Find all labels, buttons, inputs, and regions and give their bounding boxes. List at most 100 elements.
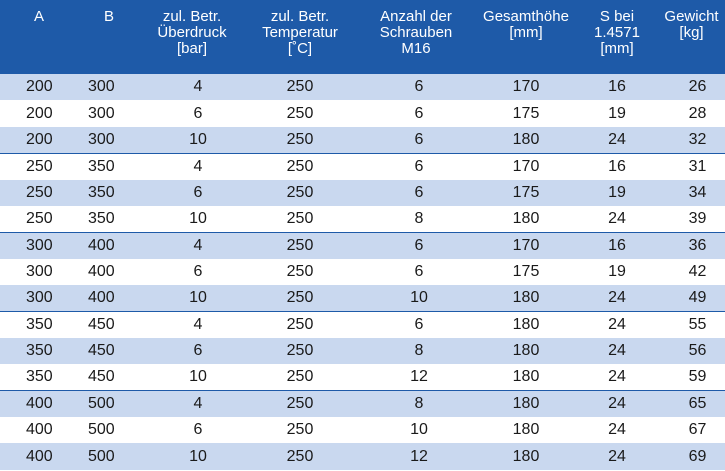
- cell-a: 200: [0, 100, 78, 127]
- cell-schr: 6: [356, 100, 476, 127]
- cell-temp: 250: [244, 179, 356, 206]
- cell-a: 400: [0, 443, 78, 470]
- cell-bar: 4: [140, 311, 244, 338]
- cell-schr: 6: [356, 74, 476, 101]
- cell-bar: 6: [140, 417, 244, 444]
- cell-bar: 4: [140, 74, 244, 101]
- table-row: 200 300 10 250 6 180 24 32: [0, 126, 725, 154]
- cell-temp: 250: [244, 443, 356, 470]
- column-header-label: Gesamthöhe [mm]: [483, 8, 569, 41]
- cell-a: 200: [0, 126, 78, 154]
- cell-schr: 8: [356, 390, 476, 418]
- table-row: 400 500 10 250 12 180 24 69: [0, 443, 725, 470]
- cell-schr: 8: [356, 337, 476, 365]
- cell-ges: 180: [476, 337, 576, 365]
- table-row: 300 400 6 250 6 175 19 42: [0, 258, 725, 286]
- cell-ges: 180: [476, 364, 576, 391]
- cell-temp: 250: [244, 74, 356, 101]
- cell-b: 500: [78, 417, 140, 444]
- cell-s: 24: [576, 285, 658, 312]
- cell-temp: 250: [244, 417, 356, 444]
- column-header-gew: Gewicht [kg]: [658, 0, 725, 74]
- cell-b: 500: [78, 443, 140, 470]
- cell-ges: 180: [476, 311, 576, 338]
- cell-schr: 6: [356, 126, 476, 154]
- cell-s: 24: [576, 364, 658, 391]
- column-header-label: Anzahl der Schrauben M16: [379, 8, 453, 57]
- cell-schr: 8: [356, 205, 476, 233]
- cell-b: 300: [78, 100, 140, 127]
- cell-ges: 180: [476, 285, 576, 312]
- column-header-b: B: [78, 0, 140, 74]
- column-header-a: A: [0, 0, 78, 74]
- cell-a: 400: [0, 417, 78, 444]
- table-row: 250 350 6 250 6 175 19 34: [0, 179, 725, 206]
- cell-a: 300: [0, 258, 78, 286]
- cell-schr: 6: [356, 179, 476, 206]
- cell-s: 16: [576, 74, 658, 101]
- table-body: 200 300 4 250 6 170 16 26 200 300 6 250 6 175 19 28 200 3…: [0, 74, 725, 470]
- cell-bar: 10: [140, 126, 244, 154]
- cell-bar: 10: [140, 364, 244, 391]
- cell-gew: 67: [658, 417, 725, 444]
- cell-b: 450: [78, 364, 140, 391]
- cell-ges: 180: [476, 443, 576, 470]
- cell-gew: 34: [658, 179, 725, 206]
- cell-a: 400: [0, 390, 78, 418]
- cell-temp: 250: [244, 100, 356, 127]
- column-header-label: Gewicht [kg]: [664, 8, 719, 41]
- cell-ges: 175: [476, 100, 576, 127]
- cell-gew: 55: [658, 311, 725, 338]
- table-row: 300 400 10 250 10 180 24 49: [0, 285, 725, 312]
- cell-gew: 56: [658, 337, 725, 365]
- cell-schr: 10: [356, 417, 476, 444]
- cell-temp: 250: [244, 364, 356, 391]
- cell-ges: 170: [476, 74, 576, 101]
- table-row: 350 450 10 250 12 180 24 59: [0, 364, 725, 391]
- cell-s: 24: [576, 390, 658, 418]
- cell-schr: 6: [356, 152, 476, 180]
- cell-temp: 250: [244, 311, 356, 338]
- cell-a: 300: [0, 285, 78, 312]
- cell-bar: 10: [140, 205, 244, 233]
- cell-ges: 180: [476, 390, 576, 418]
- cell-ges: 170: [476, 152, 576, 180]
- cell-schr: 6: [356, 311, 476, 338]
- cell-temp: 250: [244, 285, 356, 312]
- cell-a: 250: [0, 205, 78, 233]
- cell-ges: 180: [476, 126, 576, 154]
- cell-b: 300: [78, 126, 140, 154]
- column-header-temp: zul. Betr. Temperatur [˚C]: [244, 0, 356, 74]
- cell-s: 24: [576, 205, 658, 233]
- cell-s: 24: [576, 417, 658, 444]
- cell-temp: 250: [244, 258, 356, 286]
- cell-a: 200: [0, 74, 78, 101]
- cell-bar: 6: [140, 258, 244, 286]
- cell-s: 19: [576, 179, 658, 206]
- cell-schr: 6: [356, 231, 476, 259]
- cell-bar: 6: [140, 337, 244, 365]
- column-header-label: A: [33, 8, 44, 25]
- cell-b: 400: [78, 285, 140, 312]
- cell-b: 350: [78, 179, 140, 206]
- cell-temp: 250: [244, 205, 356, 233]
- cell-b: 400: [78, 231, 140, 259]
- cell-bar: 6: [140, 179, 244, 206]
- column-header-label: S bei 1.4571 [mm]: [594, 8, 640, 57]
- cell-bar: 10: [140, 443, 244, 470]
- cell-a: 350: [0, 364, 78, 391]
- column-header-label: B: [103, 8, 114, 25]
- table-row: 350 450 4 250 6 180 24 55: [0, 311, 725, 338]
- cell-ges: 170: [476, 231, 576, 259]
- cell-a: 300: [0, 231, 78, 259]
- cell-temp: 250: [244, 337, 356, 365]
- cell-bar: 4: [140, 152, 244, 180]
- cell-temp: 250: [244, 152, 356, 180]
- cell-b: 300: [78, 74, 140, 101]
- table-row: 400 500 4 250 8 180 24 65: [0, 390, 725, 418]
- column-header-s: S bei 1.4571 [mm]: [576, 0, 658, 74]
- cell-s: 19: [576, 100, 658, 127]
